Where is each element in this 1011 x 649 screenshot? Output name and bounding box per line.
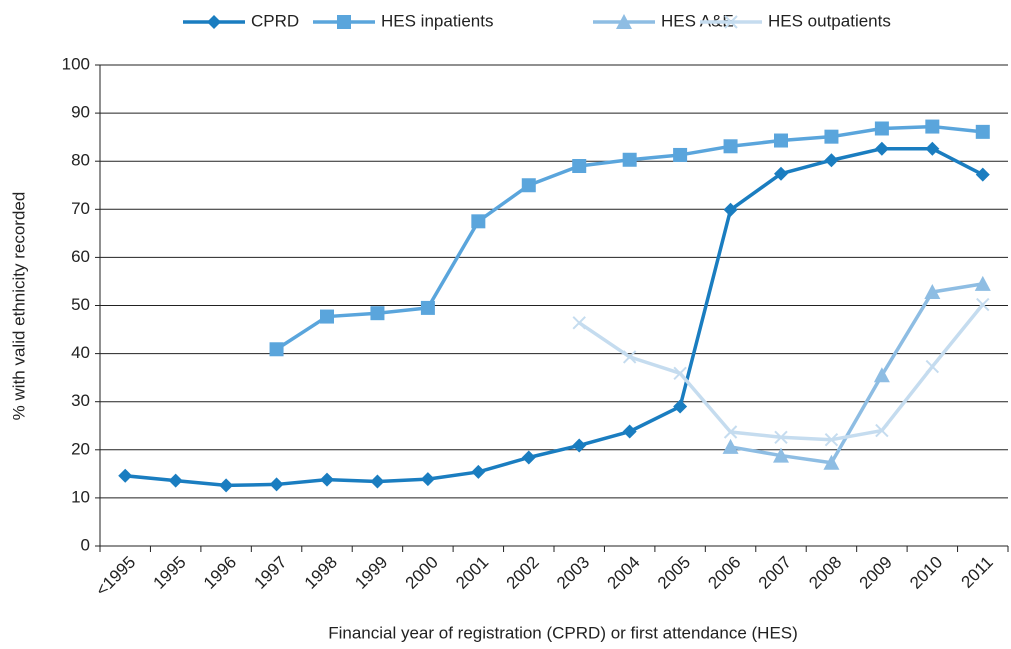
marker — [572, 316, 586, 330]
marker — [168, 473, 183, 488]
marker — [320, 309, 334, 324]
x-tick-label: 2011 — [957, 553, 996, 592]
x-tick-label: 2000 — [402, 553, 442, 593]
y-tick-label: 60 — [71, 247, 90, 266]
legend-label: HES outpatients — [768, 11, 891, 30]
marker — [723, 202, 738, 217]
marker — [420, 300, 435, 315]
marker — [723, 139, 738, 154]
x-tick-label: 2001 — [452, 553, 492, 593]
marker — [924, 284, 941, 300]
series-line — [730, 282, 984, 465]
x-tick-label: 1999 — [351, 553, 391, 593]
legend-item: CPRD — [183, 11, 299, 30]
legend-item: HES outpatients — [700, 11, 891, 30]
marker — [874, 141, 889, 156]
x-tick-label: 1997 — [250, 553, 290, 593]
marker — [975, 167, 990, 182]
marker — [471, 464, 486, 479]
legend-label: CPRD — [251, 11, 299, 30]
marker — [219, 478, 234, 493]
marker — [622, 152, 637, 167]
x-tick-label: 2006 — [704, 553, 744, 593]
y-tick-label: 50 — [71, 295, 90, 314]
marker — [873, 367, 890, 383]
marker — [673, 399, 688, 414]
series-line — [125, 146, 984, 488]
marker — [337, 15, 351, 29]
marker — [521, 178, 536, 193]
marker — [420, 472, 435, 487]
marker — [976, 297, 990, 312]
x-tick-label: 2008 — [805, 553, 845, 593]
marker — [722, 438, 739, 454]
x-tick-label: 2009 — [856, 553, 896, 593]
marker — [774, 166, 788, 181]
marker — [370, 474, 385, 489]
y-tick-label: 40 — [71, 343, 90, 362]
marker — [616, 14, 632, 29]
x-tick-label: 2004 — [603, 553, 643, 593]
marker — [723, 425, 738, 439]
x-tick-label: <1995 — [92, 553, 139, 600]
x-tick-label: 1995 — [149, 553, 189, 593]
marker — [572, 438, 587, 453]
y-tick-label: 30 — [71, 391, 90, 410]
y-tick-label: 90 — [71, 103, 90, 122]
marker — [673, 147, 688, 162]
marker — [774, 430, 788, 445]
x-tick-label: 2005 — [654, 553, 694, 593]
marker — [975, 124, 990, 139]
y-axis-title: % with valid ethnicity recorded — [9, 192, 28, 421]
y-tick-label: 80 — [71, 151, 90, 170]
marker — [269, 342, 284, 357]
x-tick-label: 2002 — [503, 553, 543, 593]
marker — [925, 119, 940, 134]
y-tick-label: 20 — [71, 439, 90, 458]
marker — [875, 423, 889, 438]
marker — [773, 447, 789, 463]
marker — [370, 306, 385, 321]
marker — [673, 366, 687, 381]
x-tick-label: 1998 — [301, 553, 341, 593]
marker — [320, 472, 334, 487]
marker — [521, 450, 536, 465]
series-line — [578, 303, 985, 442]
marker — [622, 350, 637, 364]
marker — [974, 275, 991, 291]
marker — [925, 141, 940, 156]
x-tick-label: 1996 — [200, 553, 240, 593]
x-tick-label: 2007 — [755, 553, 795, 593]
marker — [724, 15, 738, 29]
legend-label: HES inpatients — [381, 11, 493, 30]
marker — [269, 477, 284, 492]
y-tick-label: 70 — [71, 199, 90, 218]
marker — [874, 121, 889, 136]
marker — [925, 359, 940, 374]
legend-item: HES A&E — [593, 11, 734, 30]
marker — [572, 159, 587, 174]
marker — [207, 15, 221, 29]
legend-item: HES inpatients — [313, 11, 493, 30]
y-tick-label: 0 — [81, 535, 90, 554]
legend-label: HES A&E — [661, 11, 734, 30]
marker — [118, 468, 133, 483]
marker — [824, 153, 839, 168]
marker — [774, 133, 788, 148]
x-axis-title: Financial year of registration (CPRD) or… — [328, 623, 798, 642]
marker — [622, 424, 637, 439]
marker — [824, 129, 839, 144]
marker — [471, 214, 486, 229]
y-tick-label: 10 — [71, 487, 90, 506]
x-tick-label: 2003 — [553, 553, 593, 593]
x-tick-label: 2010 — [906, 553, 946, 593]
marker — [824, 432, 839, 447]
marker — [823, 454, 840, 470]
y-tick-label: 100 — [62, 54, 90, 73]
